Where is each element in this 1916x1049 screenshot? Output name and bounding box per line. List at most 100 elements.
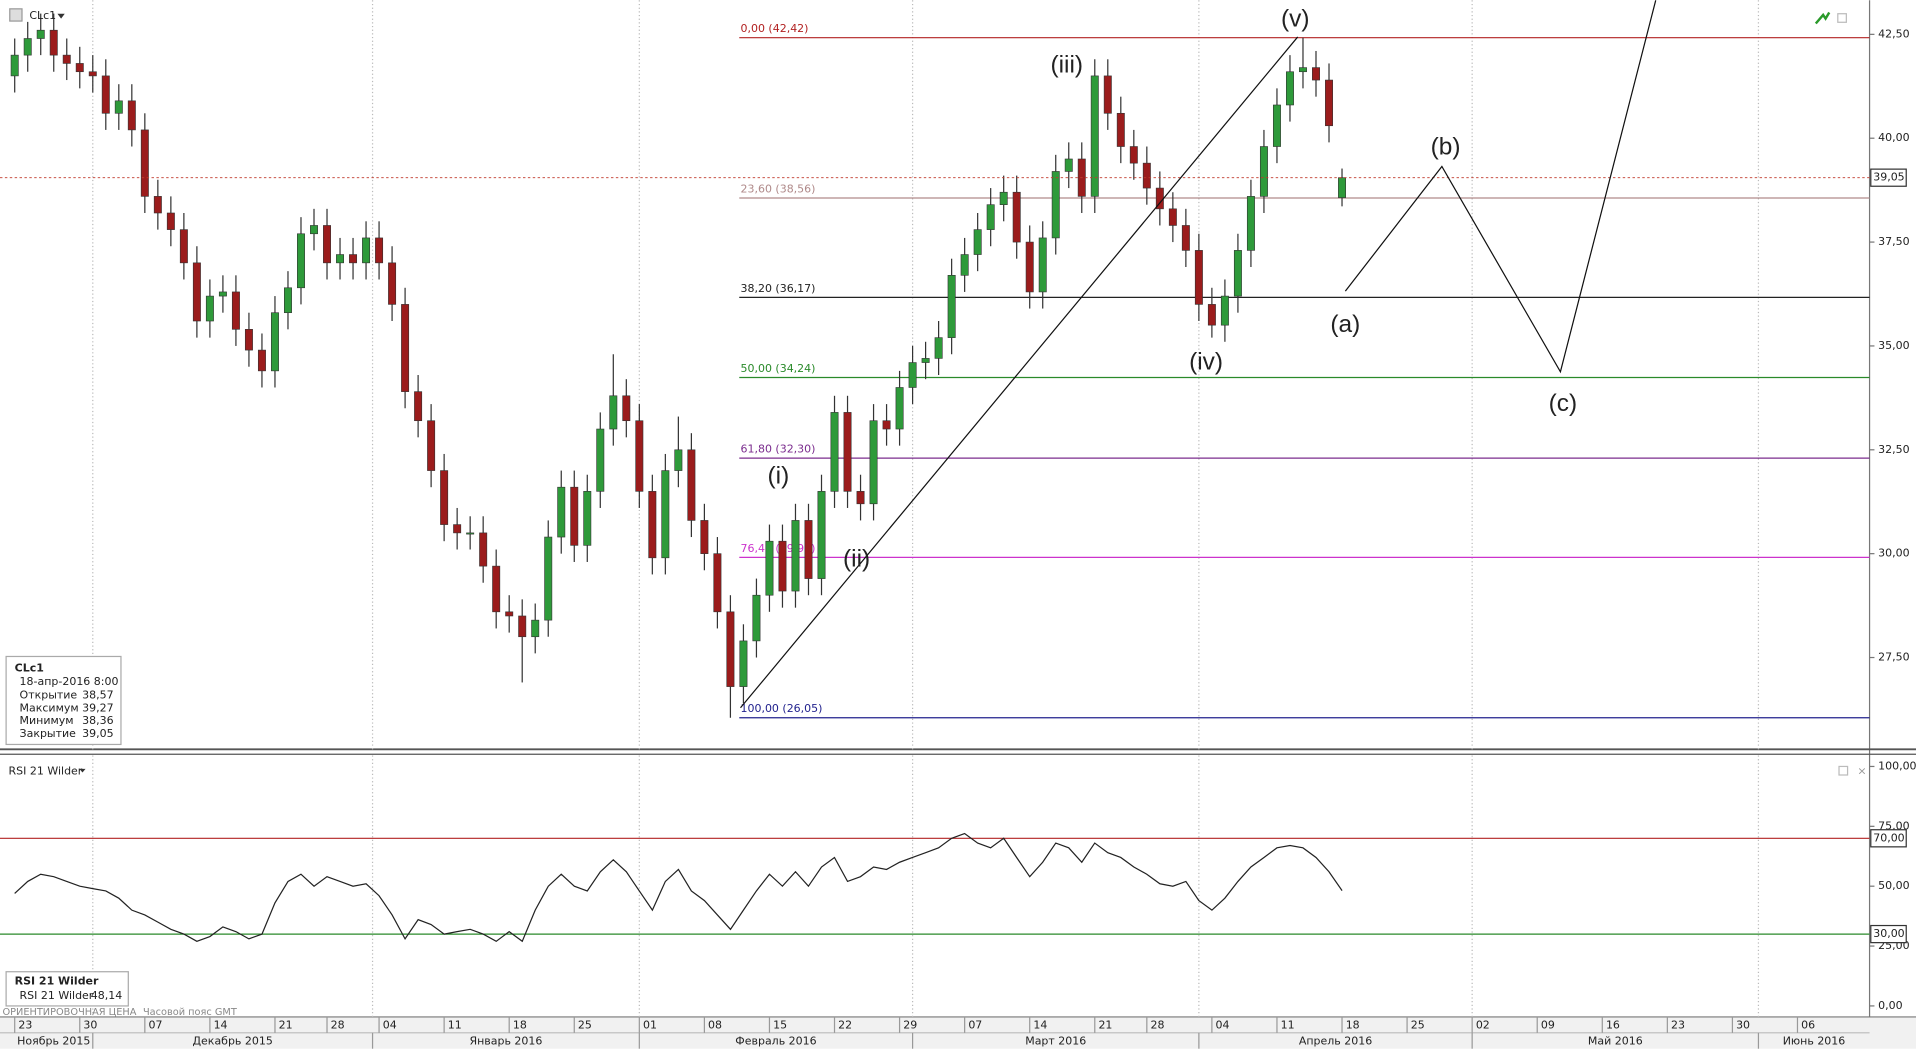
- wave-label: (iii): [1050, 52, 1083, 79]
- close-icon[interactable]: ×: [1857, 764, 1866, 777]
- candle-body: [1168, 208, 1177, 226]
- x-tick-label: 16: [1606, 1018, 1620, 1031]
- candle-body: [843, 412, 852, 492]
- candle-body: [869, 420, 878, 505]
- x-tick-label: 07: [968, 1018, 982, 1031]
- month-label: Январь 2016: [469, 1034, 542, 1047]
- candle-body: [166, 212, 175, 230]
- icon: [9, 8, 23, 22]
- y-tick-label: 75,00: [1878, 819, 1909, 832]
- indicator-icon[interactable]: [1814, 11, 1831, 25]
- info-date: 18-апр-2016 8:00: [20, 675, 119, 688]
- candle-body: [1246, 196, 1255, 251]
- x-tick-label: 30: [1736, 1018, 1750, 1031]
- candle-body: [1181, 225, 1190, 251]
- candle-body: [726, 611, 735, 687]
- candle-body: [179, 229, 188, 264]
- candle-body: [492, 565, 501, 613]
- candle-body: [218, 291, 227, 297]
- x-tick-label: 09: [1541, 1018, 1555, 1031]
- y-tick-label: 100,00: [1878, 759, 1916, 772]
- candle-body: [1233, 250, 1242, 297]
- x-tick-label: 14: [1033, 1018, 1047, 1031]
- y-tick-label: 0,00: [1878, 999, 1902, 1012]
- x-tick-label: 28: [331, 1018, 345, 1031]
- candle-body: [752, 594, 761, 642]
- candle-body: [817, 491, 826, 579]
- info-value: 39,27: [82, 701, 113, 714]
- candle-body: [49, 29, 58, 56]
- level-label: 30,00: [1873, 927, 1904, 940]
- window-icon[interactable]: [1838, 765, 1849, 776]
- candle-body: [270, 312, 279, 372]
- month-label: Февраль 2016: [735, 1034, 816, 1047]
- candle-body: [101, 75, 110, 114]
- month-label: Апрель 2016: [1299, 1034, 1372, 1047]
- month-label: Декабрь 2015: [192, 1034, 272, 1047]
- candle-body: [973, 229, 982, 255]
- candle-body: [1103, 75, 1112, 114]
- level-box: [1870, 924, 1907, 944]
- info-value: 39,05: [82, 727, 113, 740]
- candle-body: [336, 254, 344, 264]
- candle-body: [205, 295, 214, 322]
- candle-body: [1025, 241, 1034, 293]
- month-label: Март 2016: [1025, 1034, 1086, 1047]
- info-box: [5, 655, 122, 746]
- candle-body: [1129, 146, 1138, 164]
- x-tick-label: 04: [383, 1018, 397, 1031]
- x-tick-label: 23: [18, 1018, 32, 1031]
- window-icon[interactable]: [1837, 13, 1847, 23]
- legend-value: 48,14: [91, 989, 122, 1002]
- candle-body: [518, 615, 527, 638]
- indicator-title[interactable]: RSI 21 Wilder: [9, 764, 83, 777]
- candle-body: [739, 640, 748, 687]
- y-tick-label: 32,50: [1878, 443, 1909, 456]
- fib-label: 61,80 (32,30): [740, 443, 815, 456]
- candle-body: [1116, 112, 1125, 147]
- x-tick-label: 11: [448, 1018, 462, 1031]
- candle-body: [1194, 250, 1203, 305]
- symbol-selector[interactable]: CLc1: [9, 8, 65, 22]
- info-label: Максимум: [20, 701, 79, 714]
- candle-body: [414, 391, 423, 422]
- dropdown-arrow[interactable]: [57, 13, 65, 19]
- candle-body: [583, 491, 592, 546]
- y-tick-label: 42,50: [1878, 27, 1909, 40]
- axis-area: [1869, 0, 1916, 1017]
- candle-body: [140, 129, 149, 197]
- x-tick-label: 04: [1216, 1018, 1230, 1031]
- indicator-selector[interactable]: RSI 21 Wilder: [9, 764, 86, 777]
- candle-body: [661, 470, 670, 559]
- symbol[interactable]: CLc1: [29, 9, 56, 22]
- timezone: Часовой пояс GMT: [143, 1007, 237, 1018]
- candle-body: [349, 254, 358, 264]
- trend-line: [740, 36, 1299, 709]
- fib-label: 23,60 (38,56): [740, 182, 815, 195]
- dropdown-arrow[interactable]: [79, 768, 86, 773]
- x-tick-label: 06: [1801, 1018, 1815, 1031]
- candle-body: [557, 486, 566, 538]
- candle-body: [544, 536, 553, 621]
- fib-label: 76,40 (29,91): [740, 542, 815, 555]
- candle-body: [1051, 171, 1060, 239]
- wave-label: (v): [1281, 5, 1309, 32]
- candle-body: [700, 520, 709, 554]
- x-tick-label: 25: [1411, 1018, 1425, 1031]
- x-tick-label: 07: [148, 1018, 162, 1031]
- candle-body: [127, 100, 136, 131]
- info-symbol: CLc1: [15, 662, 44, 675]
- y-tick-label: 27,50: [1878, 651, 1909, 664]
- candle-body: [648, 491, 657, 559]
- wave-label: (ii): [843, 545, 870, 572]
- candle-body: [986, 204, 995, 230]
- x-tick-label: 18: [513, 1018, 527, 1031]
- candle-body: [596, 428, 605, 492]
- candle-body: [1220, 295, 1229, 326]
- candle-body: [609, 395, 618, 430]
- projection-line: [1344, 0, 1657, 374]
